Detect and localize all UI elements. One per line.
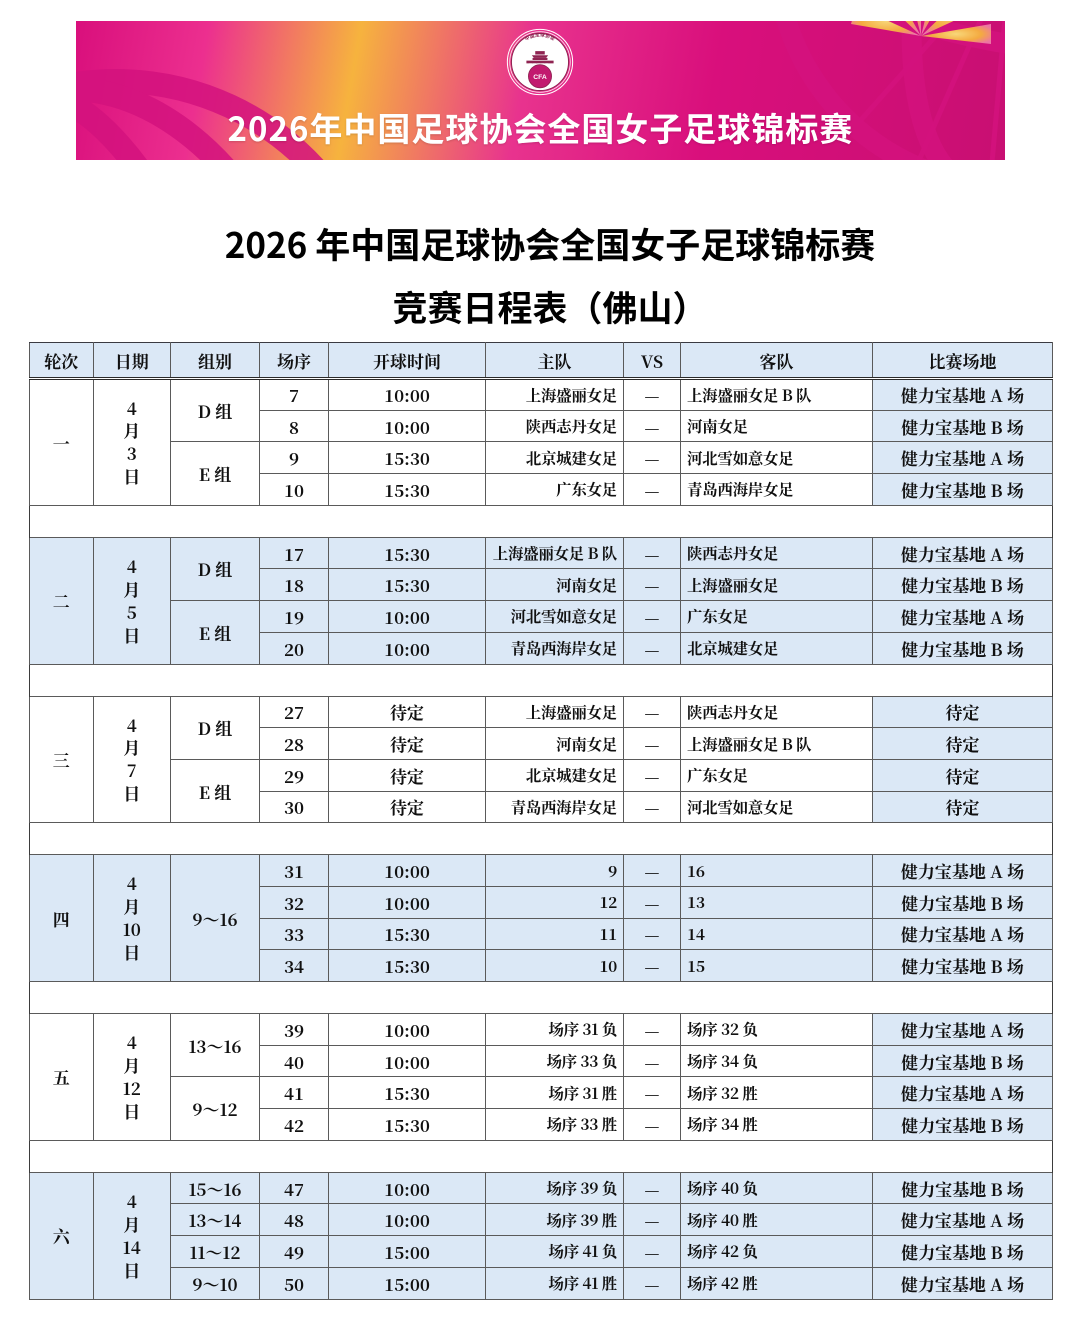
svg-text:CFA: CFA <box>533 74 547 81</box>
